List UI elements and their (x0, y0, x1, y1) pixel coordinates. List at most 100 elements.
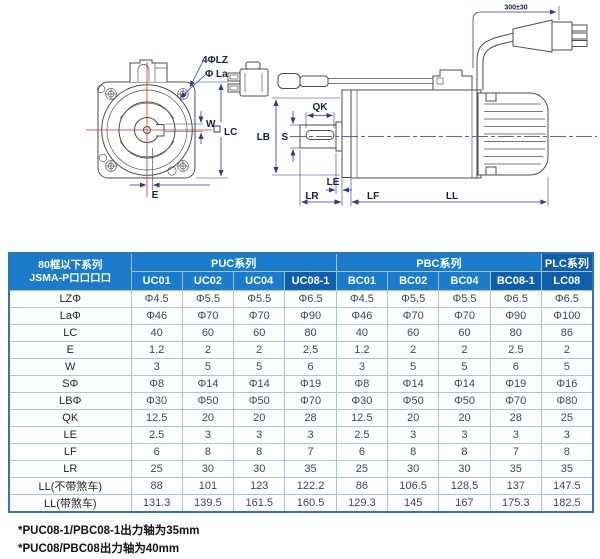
cell: Φ70 (181, 307, 235, 325)
cell: 60 (181, 324, 235, 342)
front-view: LC W 4ΦLZ Φ La E (86, 55, 240, 201)
cell: 8 (438, 443, 491, 461)
table-row: LaΦ Φ46 Φ70 Φ70 Φ90 Φ46 Φ70 Φ70 Φ90 Φ100 (8, 307, 594, 325)
row-label: LaΦ (8, 307, 132, 325)
cell: Φ50 (181, 392, 235, 410)
row-label: LBΦ (8, 392, 132, 410)
cell: 145 (387, 494, 440, 513)
cell: 6 (130, 443, 183, 461)
dim-label-s: S (281, 132, 288, 143)
cell: 12.5 (335, 409, 389, 427)
cell: 35 (489, 460, 542, 478)
cell: Φ5.5 (181, 290, 235, 308)
cell: Φ80 (540, 392, 594, 410)
cell: Φ6.5 (540, 290, 594, 308)
dim-label-lr: LR (305, 191, 319, 202)
cell: Φ14 (233, 375, 286, 393)
row-label: E (8, 341, 132, 359)
column-header-UC01: UC01 (130, 271, 183, 291)
cell: 3 (489, 426, 542, 444)
cell: 1.2 (335, 341, 389, 359)
table-row: LZΦ Φ4.5 Φ5.5 Φ5.5 Φ6.5 Φ4.5 Φ5.5 Φ5.5 Φ6.5 Φ6.5 (8, 290, 594, 308)
table-row: LE 2.5 3 3 3 2.5 3 3 3 3 (8, 426, 594, 444)
cell: Φ5.5 (233, 290, 286, 308)
cell: Φ30 (335, 392, 389, 410)
cell: 3 (284, 426, 337, 444)
table-row: LL(带煞车) 131.3 139.5 161.5 160.5 129.3 145 167 17… (8, 494, 594, 513)
cell: Φ14 (387, 375, 440, 393)
cell: 40 (335, 324, 389, 342)
cell: 161.5 (233, 494, 286, 513)
cell: 122.2 (284, 477, 337, 495)
cell: 5 (540, 358, 594, 376)
cell: 28 (284, 409, 337, 427)
cell: Φ90 (284, 307, 337, 325)
table-row: QK 12.5 20 20 28 12.5 20 20 28 25 (8, 409, 594, 427)
table-row: LC 40 60 60 80 40 60 60 80 86 (8, 324, 594, 342)
row-label: LR (8, 460, 132, 478)
model-header-row: UC01 UC02 UC04 UC08-1 BC01 BC02 BC04 BC08-1 LC08 (9, 271, 594, 291)
cell: 128.5 (438, 477, 491, 495)
spec-table: 80框以下系列 JSMA-P口口口口 PUC系列 PBC系列 PLC系列 UC01 U… (8, 252, 594, 513)
cell: Φ30 (130, 392, 183, 410)
cell: 167 (438, 494, 491, 513)
column-header-BC04: BC04 (438, 271, 491, 291)
cell: 20 (181, 409, 235, 427)
power-connector (476, 19, 588, 90)
cell: 25 (130, 460, 183, 478)
cell: 147.5 (540, 477, 594, 495)
row-label: LC (8, 324, 132, 342)
row-label: QK (8, 409, 132, 427)
cell: 5 (387, 358, 440, 376)
cell: 5 (438, 358, 491, 376)
encoder-connector (227, 61, 269, 97)
cell: 2 (540, 341, 594, 359)
cell: 20 (387, 409, 440, 427)
cell: 25 (540, 409, 594, 427)
dim-label-la: Φ La (205, 69, 228, 80)
cell: 175.3 (489, 494, 542, 513)
cell: 8 (387, 443, 440, 461)
cell: 8 (181, 443, 235, 461)
series-group-PBC系列: PBC系列 (335, 252, 542, 272)
cell: 30 (438, 460, 491, 478)
cell: 8 (233, 443, 286, 461)
cell: Φ4.5 (130, 290, 183, 308)
cell: 30 (181, 460, 235, 478)
cell: Φ16 (540, 375, 594, 393)
cell: 35 (540, 460, 594, 478)
series-header-row: 80框以下系列 JSMA-P口口口口 PUC系列 PBC系列 PLC系列 (8, 252, 594, 291)
cell: 2 (438, 341, 491, 359)
series-group-PLC系列: PLC系列 (540, 252, 594, 272)
cell: 3 (335, 358, 389, 376)
cell: 7 (284, 443, 337, 461)
cell: 5 (233, 358, 286, 376)
cell: Φ50 (387, 392, 440, 410)
dim-label-le: LE (327, 177, 340, 188)
corner-header: 80框以下系列 JSMA-P口口口口 (8, 252, 132, 291)
cell: 7 (489, 443, 542, 461)
dim-label-ll: LL (446, 191, 458, 202)
cell: 2.5 (130, 426, 183, 444)
row-label: LZΦ (8, 290, 132, 308)
cell: Φ6.5 (489, 290, 542, 308)
cell: Φ5.5 (387, 290, 440, 308)
cell: Φ8 (335, 375, 389, 393)
cell: 60 (233, 324, 286, 342)
cell: 2.5 (284, 341, 337, 359)
dim-label-w: W (206, 119, 216, 130)
row-label: LE (8, 426, 132, 444)
cell: 20 (438, 409, 491, 427)
cell: Φ19 (284, 375, 337, 393)
cell: Φ6.5 (284, 290, 337, 308)
cell: Φ100 (540, 307, 594, 325)
table-row: LR 25 30 30 35 25 30 30 35 35 (8, 460, 594, 478)
row-label: LL(不带煞车) (8, 477, 132, 495)
rear-ribs (484, 103, 546, 165)
cell: 160.5 (284, 494, 337, 513)
column-header-BC08-1: BC08-1 (489, 271, 542, 291)
dim-label-e: E (152, 190, 159, 201)
cell: 2.5 (335, 426, 389, 444)
cell: 3 (233, 426, 286, 444)
